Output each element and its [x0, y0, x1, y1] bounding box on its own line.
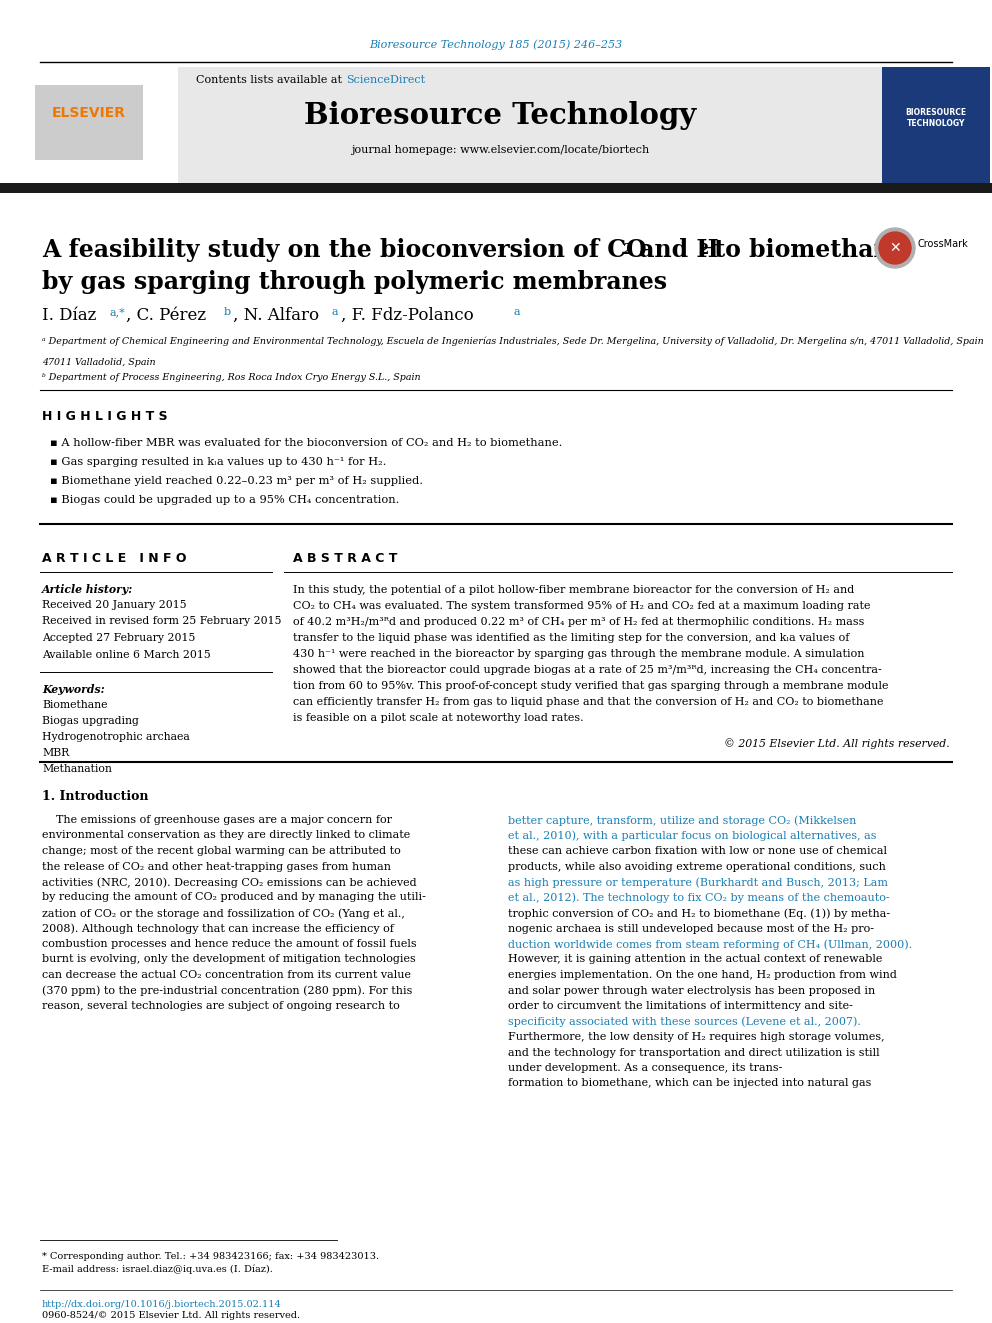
Text: duction worldwide comes from steam reforming of CH₄ (Ullman, 2000).: duction worldwide comes from steam refor…: [508, 939, 912, 950]
Text: © 2015 Elsevier Ltd. All rights reserved.: © 2015 Elsevier Ltd. All rights reserved…: [724, 738, 950, 749]
Text: order to circumvent the limitations of intermittency and site-: order to circumvent the limitations of i…: [508, 1002, 853, 1011]
Text: ELSEVIER: ELSEVIER: [52, 106, 126, 120]
Circle shape: [879, 232, 911, 265]
Text: a,*: a,*: [110, 307, 126, 318]
Text: under development. As a consequence, its trans-: under development. As a consequence, its…: [508, 1062, 783, 1073]
Text: nogenic archaea is still undeveloped because most of the H₂ pro-: nogenic archaea is still undeveloped bec…: [508, 923, 874, 934]
Text: and the technology for transportation and direct utilization is still: and the technology for transportation an…: [508, 1048, 880, 1057]
Text: Biomethane: Biomethane: [42, 700, 107, 710]
Text: ▪ Biomethane yield reached 0.22–0.23 m³ per m³ of H₂ supplied.: ▪ Biomethane yield reached 0.22–0.23 m³ …: [50, 476, 423, 486]
Text: Hydrogenotrophic archaea: Hydrogenotrophic archaea: [42, 732, 189, 742]
Text: * Corresponding author. Tel.: +34 983423166; fax: +34 983423013.: * Corresponding author. Tel.: +34 983423…: [42, 1252, 379, 1261]
Text: 2: 2: [698, 243, 708, 257]
Text: H I G H L I G H T S: H I G H L I G H T S: [42, 410, 168, 423]
Text: , N. Alfaro: , N. Alfaro: [233, 307, 319, 324]
Text: Available online 6 March 2015: Available online 6 March 2015: [42, 650, 210, 659]
Text: ✕: ✕: [889, 241, 901, 255]
Text: can decrease the actual CO₂ concentration from its current value: can decrease the actual CO₂ concentratio…: [42, 970, 411, 980]
Text: CO₂ to CH₄ was evaluated. The system transformed 95% of H₂ and CO₂ fed at a maxi: CO₂ to CH₄ was evaluated. The system tra…: [293, 601, 871, 611]
Bar: [882, 67, 990, 183]
Text: A R T I C L E   I N F O: A R T I C L E I N F O: [42, 552, 186, 565]
Text: burnt is evolving, only the development of mitigation technologies: burnt is evolving, only the development …: [42, 954, 416, 964]
Text: The emissions of greenhouse gases are a major concern for: The emissions of greenhouse gases are a …: [42, 815, 392, 826]
Text: to biomethane: to biomethane: [706, 238, 906, 262]
Text: et al., 2012). The technology to fix CO₂ by means of the chemoauto-: et al., 2012). The technology to fix CO₂…: [508, 893, 890, 904]
Text: reason, several technologies are subject of ongoing research to: reason, several technologies are subject…: [42, 1002, 400, 1011]
Text: by gas sparging through polymeric membranes: by gas sparging through polymeric membra…: [42, 270, 668, 294]
Text: ᵃ Department of Chemical Engineering and Environmental Technology, Escuela de In: ᵃ Department of Chemical Engineering and…: [42, 337, 984, 347]
Text: Methanation: Methanation: [42, 763, 112, 774]
Text: Bioresource Technology: Bioresource Technology: [304, 101, 696, 130]
Text: , C. Pérez: , C. Pérez: [126, 307, 206, 324]
Circle shape: [875, 228, 915, 269]
Text: a: a: [332, 307, 338, 318]
Text: ᵇ Department of Process Engineering, Ros Roca Indox Cryo Energy S.L., Spain: ᵇ Department of Process Engineering, Ros…: [42, 373, 421, 382]
Text: products, while also avoiding extreme operational conditions, such: products, while also avoiding extreme op…: [508, 861, 886, 872]
Text: 47011 Valladolid, Spain: 47011 Valladolid, Spain: [42, 359, 156, 366]
Bar: [0, 183, 992, 193]
Text: MBR: MBR: [42, 747, 69, 758]
Text: Keywords:: Keywords:: [42, 684, 104, 695]
Text: transfer to the liquid phase was identified as the limiting step for the convers: transfer to the liquid phase was identif…: [293, 632, 849, 643]
Text: Bioresource Technology 185 (2015) 246–253: Bioresource Technology 185 (2015) 246–25…: [369, 40, 623, 50]
Text: Received 20 January 2015: Received 20 January 2015: [42, 601, 186, 610]
Text: trophic conversion of CO₂ and H₂ to biomethane (Eq. (1)) by metha-: trophic conversion of CO₂ and H₂ to biom…: [508, 908, 890, 918]
Text: E-mail address: israel.diaz@iq.uva.es (I. Díaz).: E-mail address: israel.diaz@iq.uva.es (I…: [42, 1263, 273, 1274]
Text: combustion processes and hence reduce the amount of fossil fuels: combustion processes and hence reduce th…: [42, 939, 417, 949]
Text: better capture, transform, utilize and storage CO₂ (Mikkelsen: better capture, transform, utilize and s…: [508, 815, 856, 826]
Text: 0960-8524/© 2015 Elsevier Ltd. All rights reserved.: 0960-8524/© 2015 Elsevier Ltd. All right…: [42, 1311, 301, 1320]
Text: energies implementation. On the one hand, H₂ production from wind: energies implementation. On the one hand…: [508, 970, 897, 980]
Bar: [30, 67, 882, 183]
Text: by reducing the amount of CO₂ produced and by managing the utili-: by reducing the amount of CO₂ produced a…: [42, 893, 426, 902]
Text: ▪ Gas sparging resulted in kₗa values up to 430 h⁻¹ for H₂.: ▪ Gas sparging resulted in kₗa values up…: [50, 456, 386, 467]
Text: Article history:: Article history:: [42, 583, 133, 595]
Text: showed that the bioreactor could upgrade biogas at a rate of 25 m³/m³ᴿd, increas: showed that the bioreactor could upgrade…: [293, 665, 882, 675]
Text: I. Díaz: I. Díaz: [42, 307, 96, 324]
Text: 1. Introduction: 1. Introduction: [42, 790, 149, 803]
Text: zation of CO₂ or the storage and fossilization of CO₂ (Yang et al.,: zation of CO₂ or the storage and fossili…: [42, 908, 405, 918]
Text: (370 ppm) to the pre-industrial concentration (280 ppm). For this: (370 ppm) to the pre-industrial concentr…: [42, 986, 413, 996]
Text: et al., 2010), with a particular focus on biological alternatives, as: et al., 2010), with a particular focus o…: [508, 831, 877, 841]
Text: ▪ Biogas could be upgraded up to a 95% CH₄ concentration.: ▪ Biogas could be upgraded up to a 95% C…: [50, 495, 400, 505]
Text: environmental conservation as they are directly linked to climate: environmental conservation as they are d…: [42, 831, 411, 840]
Text: However, it is gaining attention in the actual context of renewable: However, it is gaining attention in the …: [508, 954, 882, 964]
Text: change; most of the recent global warming can be attributed to: change; most of the recent global warmin…: [42, 845, 401, 856]
Text: CrossMark: CrossMark: [918, 239, 969, 249]
Text: and H: and H: [631, 238, 719, 262]
Text: Furthermore, the low density of H₂ requires high storage volumes,: Furthermore, the low density of H₂ requi…: [508, 1032, 885, 1043]
Text: specificity associated with these sources (Levene et al., 2007).: specificity associated with these source…: [508, 1016, 861, 1027]
Text: journal homepage: www.elsevier.com/locate/biortech: journal homepage: www.elsevier.com/locat…: [351, 146, 649, 155]
Text: these can achieve carbon fixation with low or none use of chemical: these can achieve carbon fixation with l…: [508, 845, 887, 856]
Text: In this study, the potential of a pilot hollow-fiber membrane bioreactor for the: In this study, the potential of a pilot …: [293, 585, 854, 595]
Text: b: b: [224, 307, 231, 318]
Text: tion from 60 to 95%v. This proof-of-concept study verified that gas sparging thr: tion from 60 to 95%v. This proof-of-conc…: [293, 681, 889, 691]
Bar: [30, 67, 178, 183]
Text: BIORESOURCE
TECHNOLOGY: BIORESOURCE TECHNOLOGY: [906, 108, 966, 128]
Text: activities (NRC, 2010). Decreasing CO₂ emissions can be achieved: activities (NRC, 2010). Decreasing CO₂ e…: [42, 877, 417, 888]
Text: can efficiently transfer H₂ from gas to liquid phase and that the conversion of : can efficiently transfer H₂ from gas to …: [293, 697, 884, 706]
Text: as high pressure or temperature (Burkhardt and Busch, 2013; Lam: as high pressure or temperature (Burkhar…: [508, 877, 888, 888]
Text: Contents lists available at: Contents lists available at: [195, 75, 345, 85]
Text: 430 h⁻¹ were reached in the bioreactor by sparging gas through the membrane modu: 430 h⁻¹ were reached in the bioreactor b…: [293, 650, 864, 659]
Text: http://dx.doi.org/10.1016/j.biortech.2015.02.114: http://dx.doi.org/10.1016/j.biortech.201…: [42, 1301, 282, 1308]
Text: a: a: [514, 307, 521, 318]
Text: is feasible on a pilot scale at noteworthy load rates.: is feasible on a pilot scale at notewort…: [293, 713, 583, 722]
Text: Accepted 27 February 2015: Accepted 27 February 2015: [42, 632, 195, 643]
Text: A B S T R A C T: A B S T R A C T: [293, 552, 398, 565]
Text: 2008). Although technology that can increase the efficiency of: 2008). Although technology that can incr…: [42, 923, 394, 934]
Text: Received in revised form 25 February 2015: Received in revised form 25 February 201…: [42, 617, 282, 627]
Text: of 40.2 m³H₂/m³ᴿd and produced 0.22 m³ of CH₄ per m³ of H₂ fed at thermophilic c: of 40.2 m³H₂/m³ᴿd and produced 0.22 m³ o…: [293, 617, 864, 627]
Text: 2: 2: [622, 243, 632, 257]
Bar: [35, 85, 143, 160]
Text: Biogas upgrading: Biogas upgrading: [42, 716, 139, 726]
Text: , F. Fdz-Polanco: , F. Fdz-Polanco: [341, 307, 474, 324]
Text: the release of CO₂ and other heat-trapping gases from human: the release of CO₂ and other heat-trappi…: [42, 861, 391, 872]
Text: and solar power through water electrolysis has been proposed in: and solar power through water electrolys…: [508, 986, 875, 995]
Text: A feasibility study on the bioconversion of CO: A feasibility study on the bioconversion…: [42, 238, 647, 262]
Text: formation to biomethane, which can be injected into natural gas: formation to biomethane, which can be in…: [508, 1078, 871, 1089]
Text: ▪ A hollow-fiber MBR was evaluated for the bioconversion of CO₂ and H₂ to biomet: ▪ A hollow-fiber MBR was evaluated for t…: [50, 438, 562, 448]
Text: ScienceDirect: ScienceDirect: [346, 75, 426, 85]
